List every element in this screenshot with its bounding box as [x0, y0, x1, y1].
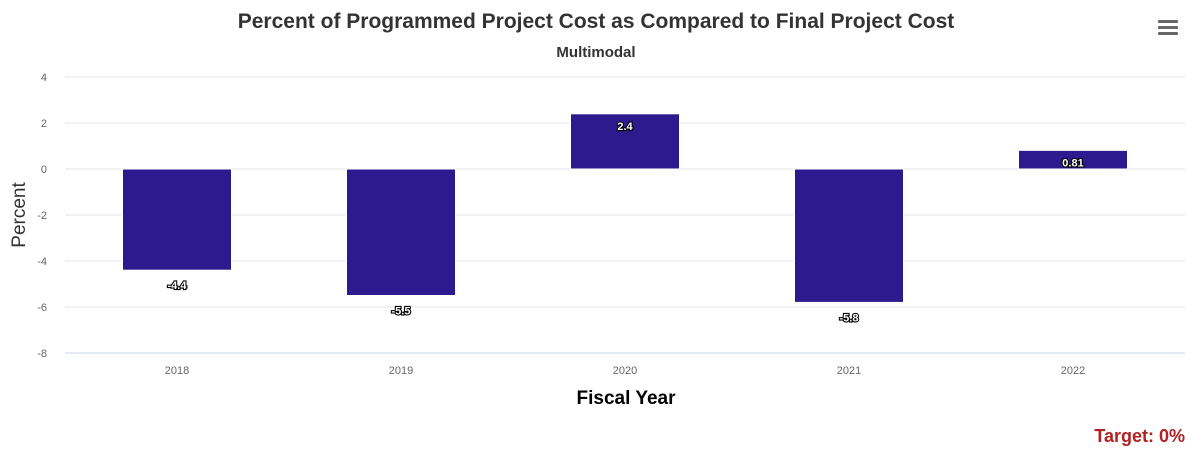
y-tick-label: -6 — [37, 302, 47, 314]
y-tick-label: 0 — [41, 164, 47, 176]
x-tick-label: 2022 — [1061, 365, 1085, 377]
y-axis-title: Percent — [9, 182, 30, 248]
data-label: -5.8 — [840, 312, 859, 324]
chart-subtitle: Multimodal — [556, 44, 635, 61]
target-label: Target: 0% — [1094, 426, 1185, 446]
data-label: 2.4 — [617, 121, 633, 133]
data-labels: -4.4 -5.5 2.4 -5.8 0.81 — [166, 120, 1084, 326]
x-tick-label: 2019 — [389, 365, 413, 377]
y-tick-label: -4 — [37, 256, 47, 268]
data-label: -5.5 — [392, 306, 411, 318]
data-label: -4.4 — [168, 280, 188, 292]
x-tick-label: 2018 — [165, 365, 189, 377]
y-tick-label: 2 — [41, 118, 47, 130]
y-tick-label: 4 — [41, 72, 47, 84]
bar-2021[interactable] — [794, 168, 904, 303]
x-tick-label: 2020 — [613, 365, 637, 377]
y-axis-ticks: 4 2 0 -2 -4 -6 -8 — [37, 72, 47, 360]
x-axis-ticks: 2018 2019 2020 2021 2022 — [165, 365, 1085, 377]
bars — [122, 113, 1128, 303]
bar-2020[interactable] — [570, 113, 680, 170]
chart-title: Percent of Programmed Project Cost as Co… — [238, 10, 955, 33]
y-tick-label: -8 — [37, 348, 47, 360]
hamburger-menu-icon[interactable] — [1158, 20, 1178, 36]
x-axis-title: Fiscal Year — [577, 388, 677, 409]
data-label: 0.81 — [1062, 157, 1083, 169]
y-tick-label: -2 — [37, 210, 47, 222]
bar-2022[interactable] — [1018, 149, 1128, 170]
bar-2019[interactable] — [346, 168, 456, 296]
bar-2018[interactable] — [122, 168, 232, 271]
x-tick-label: 2021 — [837, 365, 861, 377]
